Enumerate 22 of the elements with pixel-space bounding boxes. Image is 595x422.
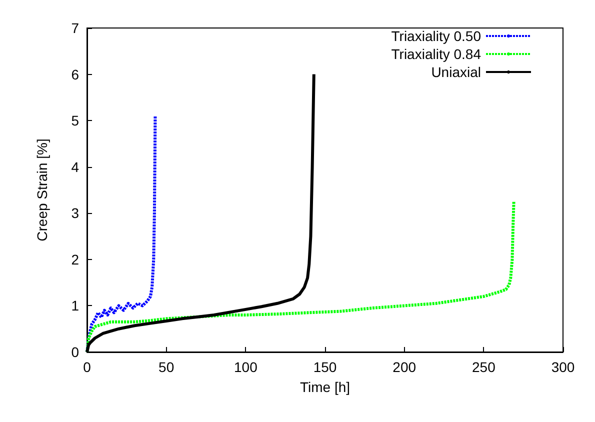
x-tick-label: 200 bbox=[392, 359, 416, 375]
line-series bbox=[86, 200, 516, 354]
legend-label: Triaxiality 0.84 bbox=[391, 46, 482, 62]
y-tick-label: 6 bbox=[71, 66, 80, 82]
y-tick-label: 5 bbox=[71, 112, 80, 129]
legend-label: Uniaxial bbox=[431, 64, 481, 80]
y-tick-label: 1 bbox=[71, 298, 80, 314]
line-series bbox=[86, 114, 157, 354]
x-axis-title: Time [h] bbox=[300, 379, 350, 395]
y-tick-label: 7 bbox=[71, 20, 80, 36]
y-tick-label: 4 bbox=[71, 158, 80, 175]
x-tick-label: 250 bbox=[472, 359, 496, 375]
y-tick-label: 0 bbox=[71, 344, 80, 360]
y-axis-title: Creep Strain [%] bbox=[34, 138, 50, 242]
y-tick-label: 3 bbox=[71, 205, 80, 222]
x-tick-label: 50 bbox=[158, 359, 174, 375]
x-tick-label: 300 bbox=[551, 359, 575, 375]
y-tick-label: 2 bbox=[71, 251, 80, 268]
x-tick-label: 100 bbox=[234, 359, 258, 375]
legend-label: Triaxiality 0.50 bbox=[391, 28, 482, 44]
x-tick-label: 150 bbox=[313, 359, 337, 375]
x-tick-label: 0 bbox=[83, 359, 92, 375]
